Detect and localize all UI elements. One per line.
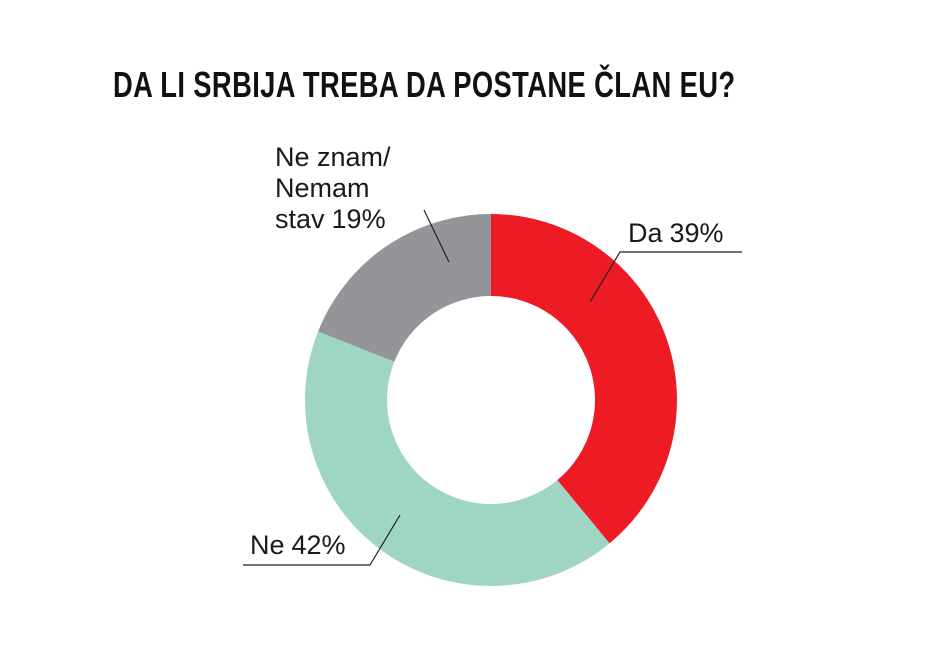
category-label: Ne znam/ Nemam stav [275,142,391,234]
donut-slice [491,214,678,544]
value-label: 19% [331,204,386,234]
slice-label: Da 39% [628,218,724,249]
value-label: 42% [291,530,346,560]
donut-slice [305,331,610,586]
category-label: Da [628,218,663,248]
slice-label: Ne znam/ Nemam stav 19% [275,142,435,235]
leader-line [589,251,742,303]
value-label: 39% [669,218,724,248]
slice-label: Ne 42% [250,530,346,561]
category-label: Ne [250,530,285,560]
leader-line [423,209,450,263]
donut-slice [318,214,491,362]
donut [305,214,678,586]
chart-title: DA LI SRBIJA TREBA DA POSTANE ČLAN EU? [113,64,736,105]
leader-line [243,514,401,566]
